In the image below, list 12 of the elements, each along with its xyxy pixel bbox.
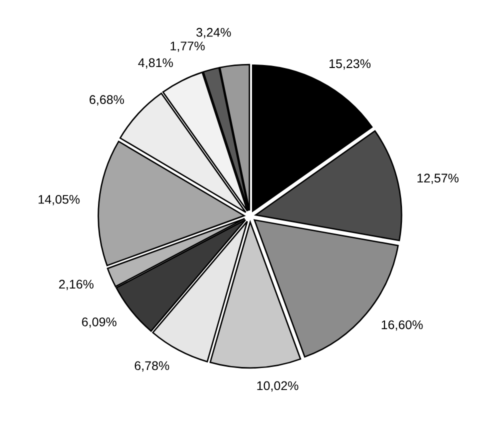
data-label: 12,57%: [418, 174, 459, 184]
data-label: 6,68%: [90, 95, 124, 106]
data-label: 16,60%: [382, 320, 423, 331]
data-label: 4,81%: [138, 58, 173, 69]
data-label: 6,09%: [82, 317, 116, 328]
data-label: 1,77%: [170, 42, 205, 52]
data-label: 14,05%: [38, 194, 80, 206]
data-label: 3,24%: [196, 28, 231, 38]
data-label: 10,02%: [257, 381, 298, 392]
data-label: 6,78%: [134, 361, 170, 372]
data-label: 2,16%: [59, 280, 94, 290]
data-label: 15,23%: [330, 59, 371, 70]
